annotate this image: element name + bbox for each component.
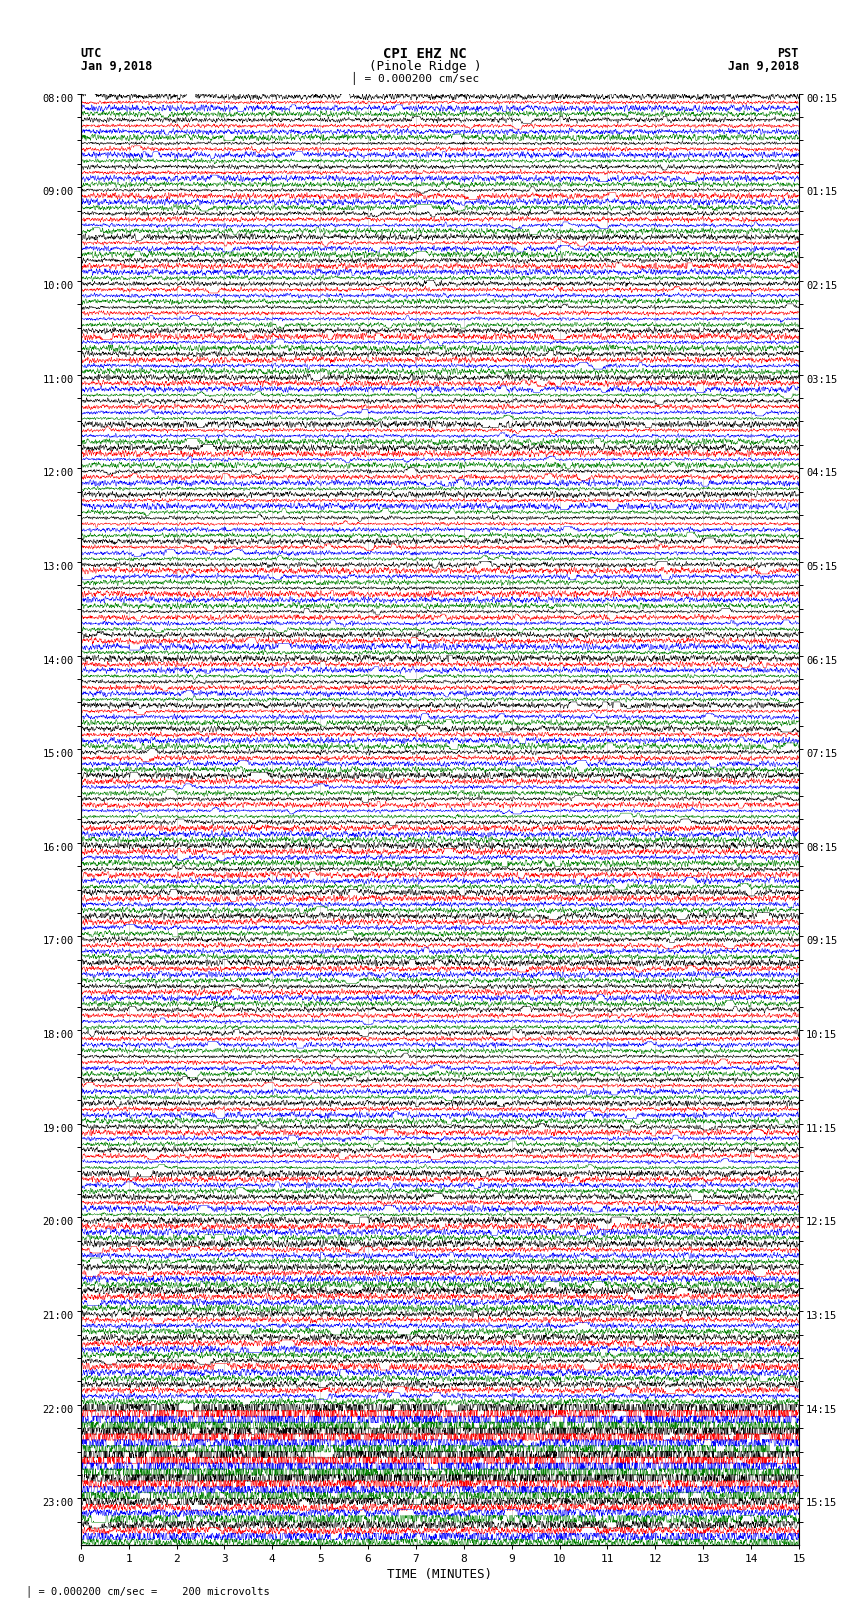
Text: Jan 9,2018: Jan 9,2018	[81, 60, 152, 73]
Text: PST: PST	[778, 47, 799, 60]
Text: Jan 9,2018: Jan 9,2018	[728, 60, 799, 73]
Text: (Pinole Ridge ): (Pinole Ridge )	[369, 60, 481, 73]
X-axis label: TIME (MINUTES): TIME (MINUTES)	[388, 1568, 492, 1581]
Text: UTC: UTC	[81, 47, 102, 60]
Text: │ = 0.000200 cm/sec: │ = 0.000200 cm/sec	[351, 71, 479, 84]
Text: CPI EHZ NC: CPI EHZ NC	[383, 47, 467, 61]
Text: │ = 0.000200 cm/sec =    200 microvolts: │ = 0.000200 cm/sec = 200 microvolts	[26, 1586, 269, 1597]
